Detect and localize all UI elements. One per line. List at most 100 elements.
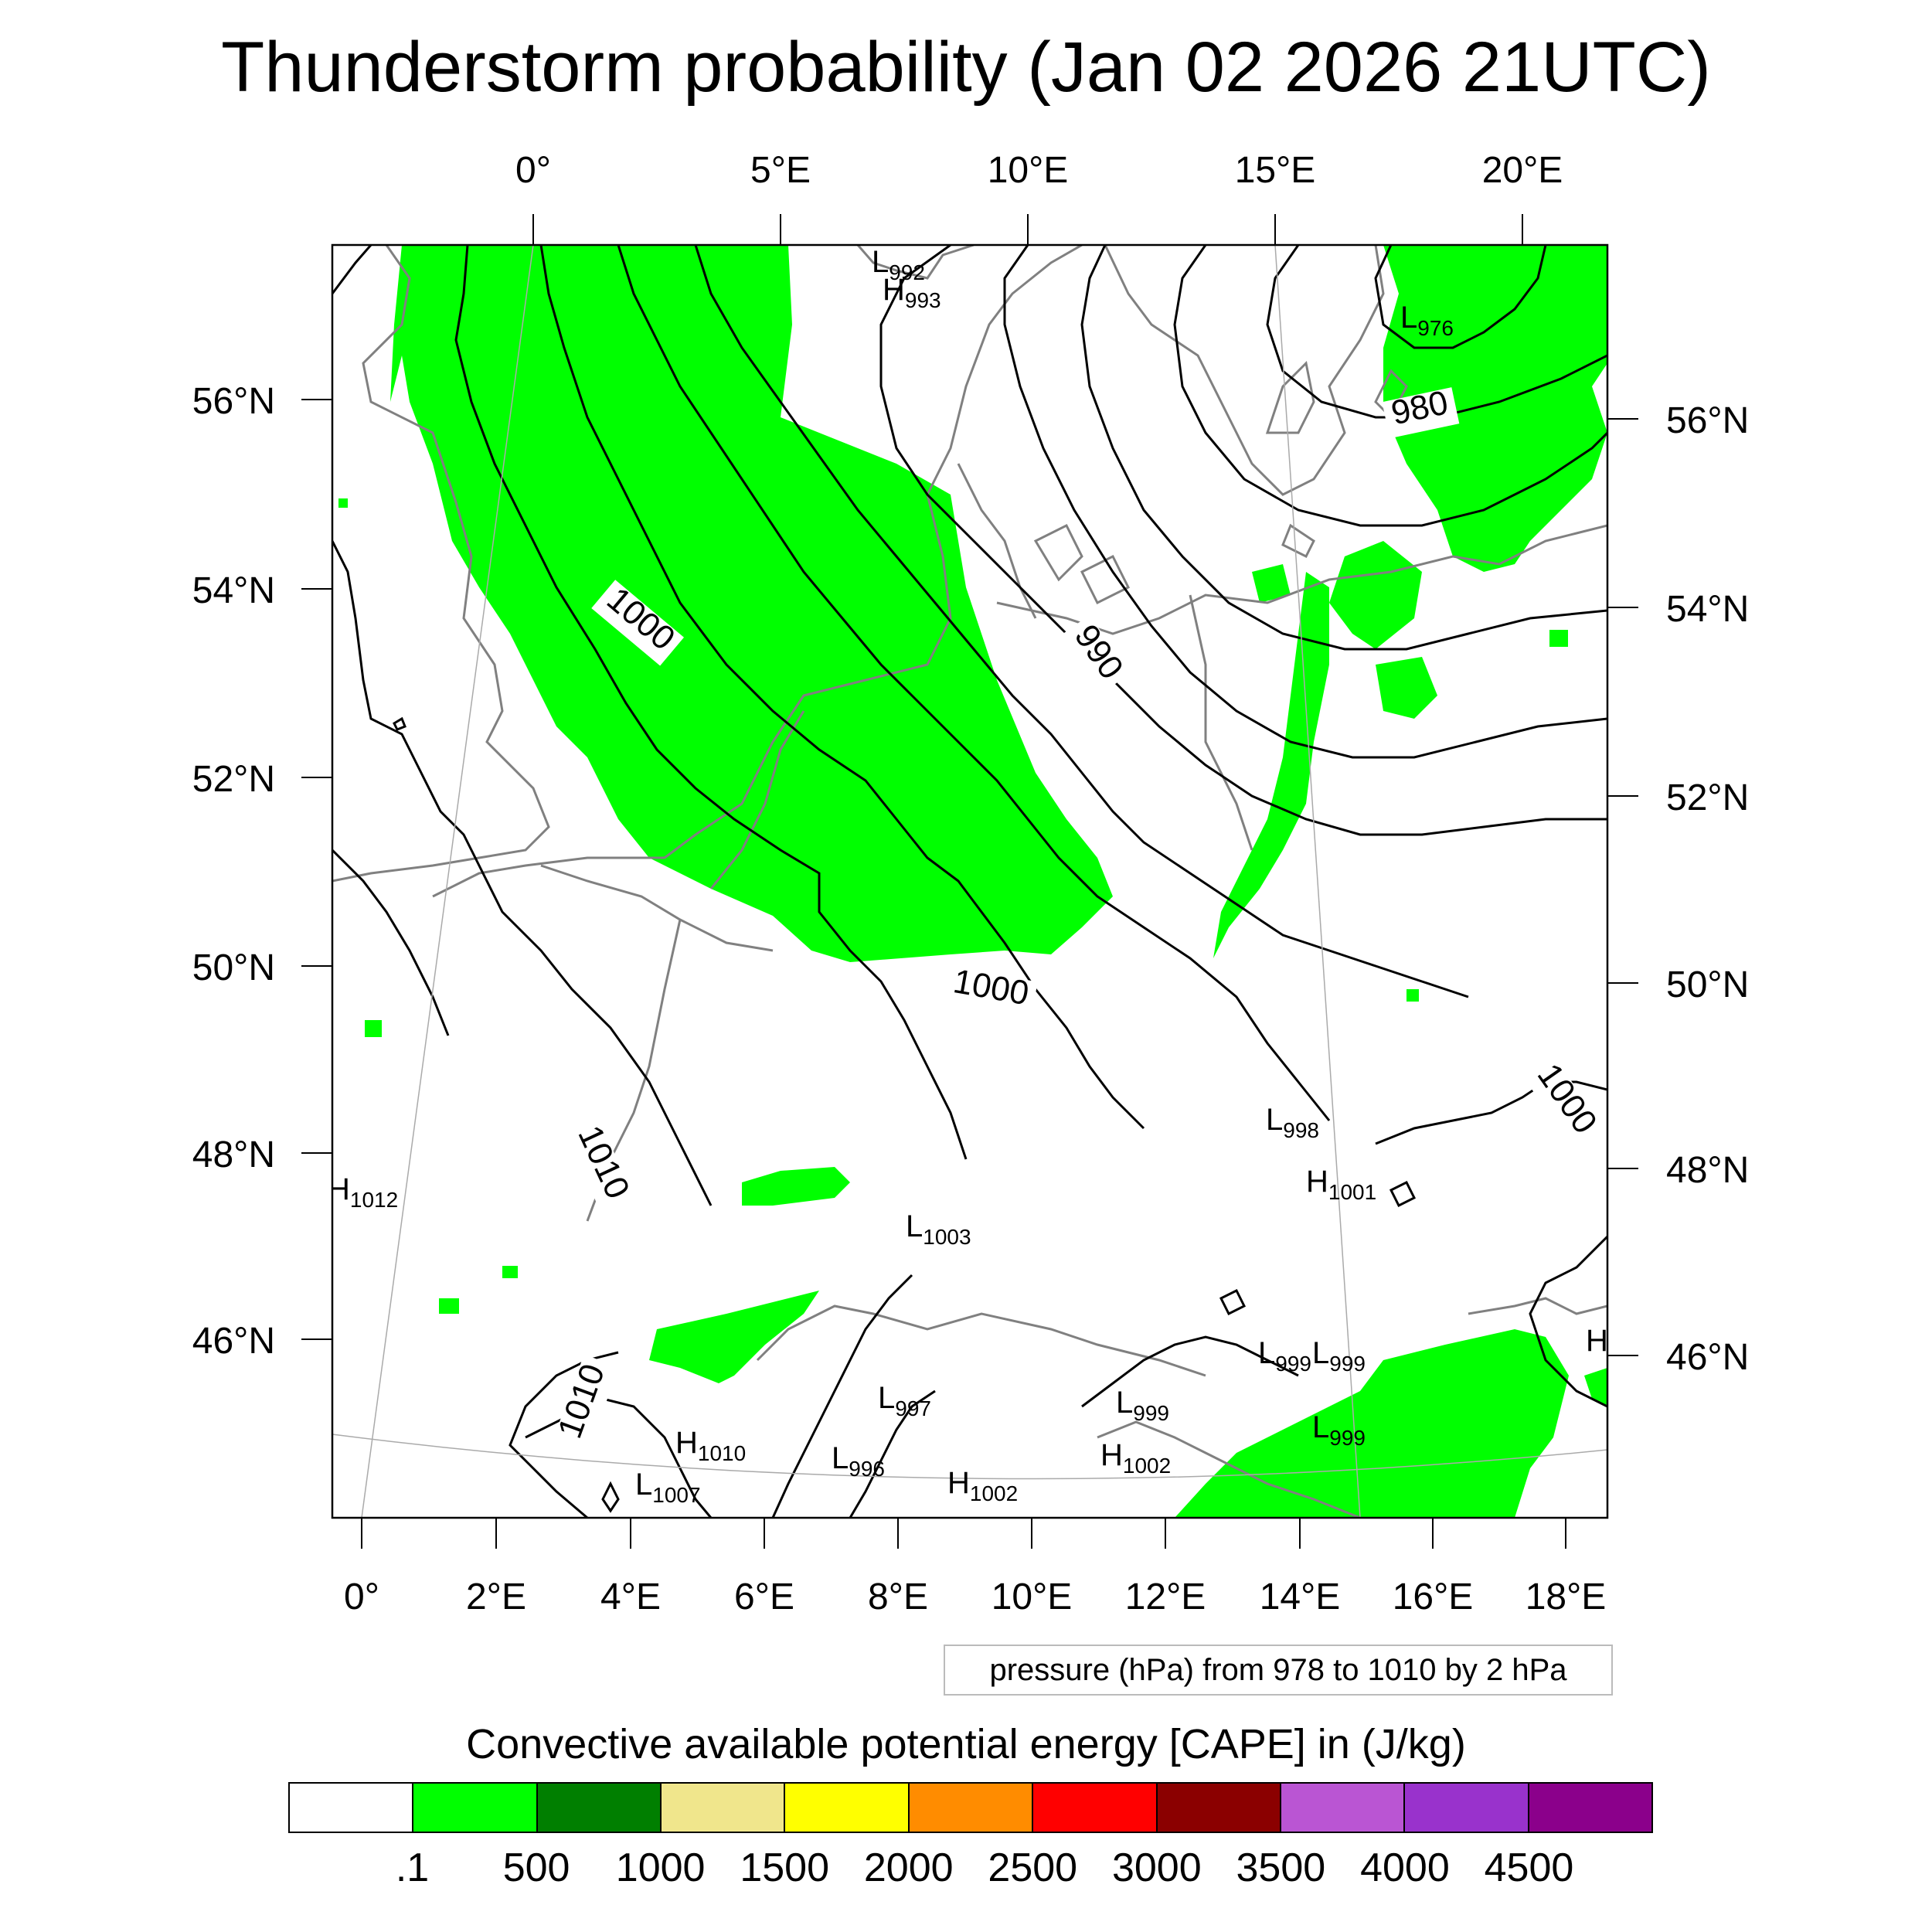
colorbar-swatch [1529, 1784, 1651, 1832]
colorbar-swatch [1157, 1784, 1281, 1832]
chart-title: Thunderstorm probability (Jan 02 2026 21… [221, 28, 1711, 107]
lon-label: 8°E [868, 1577, 928, 1617]
lon-label: 14°E [1260, 1577, 1341, 1617]
pressure-center-low: L999 [1258, 1336, 1311, 1376]
coastline-sweden [1104, 245, 1385, 496]
colorbar-swatch [413, 1784, 538, 1832]
isobar-loop-1 [1389, 1180, 1417, 1208]
lat-label: 46°N [1666, 1337, 1749, 1378]
isobar-w3 [332, 849, 450, 1036]
colorbar-swatch [1405, 1784, 1529, 1832]
border-east [1468, 1297, 1607, 1315]
colorbar-swatch [537, 1784, 662, 1832]
coastline-continent [432, 245, 1083, 898]
lon-label: 10°E [992, 1577, 1073, 1617]
meridian-15e [1274, 245, 1361, 1518]
lat-label: 50°N [192, 947, 275, 988]
colorbar-label: 4000 [1360, 1845, 1450, 1890]
pressure-center-low: L992 [872, 245, 925, 284]
lat-label: 54°N [192, 570, 275, 611]
cape-region-bavaria [742, 1167, 850, 1206]
isobar-980 [1266, 245, 1607, 419]
lon-label: 10°E [988, 150, 1069, 191]
isobar-997 [694, 245, 1469, 998]
bottom-longitude-labels: 0° 2°E 4°E 6°E 8°E 10°E 12°E 14°E 16°E 1… [344, 1577, 1606, 1617]
colorbar-title: Convective available potential energy [C… [466, 1721, 1466, 1767]
isobar-w2 [332, 540, 713, 1206]
cape-region-lithuania [1376, 657, 1437, 719]
lon-label: 0° [344, 1577, 379, 1617]
lon-label: 2°E [466, 1577, 526, 1617]
pressure-center-low: L999 [1312, 1410, 1366, 1450]
cape-region-germany-east [1213, 572, 1329, 958]
lat-label: 46°N [192, 1321, 275, 1362]
lon-label: 6°E [734, 1577, 794, 1617]
lat-label: 54°N [1666, 589, 1749, 630]
pressure-center-high: H [1586, 1324, 1608, 1358]
cape-region-small-1 [439, 1298, 459, 1314]
left-latitude-labels: 56°N 54°N 52°N 50°N 48°N 46°N [192, 381, 275, 1362]
pressure-center-low: L997 [878, 1381, 931, 1420]
isobar-w1 [332, 245, 372, 294]
colorbar-swatch [662, 1784, 786, 1832]
lon-label: 4°E [600, 1577, 661, 1617]
cape-region-small-2 [365, 1020, 382, 1037]
cape-region-baltic [1383, 245, 1607, 572]
pressure-center-low: L996 [832, 1441, 885, 1481]
border-france-belgium [540, 864, 774, 952]
lat-label: 56°N [192, 381, 275, 422]
pressure-center-high: H1001 [1306, 1165, 1376, 1204]
border-alps [756, 1304, 1206, 1377]
isobar-1010 [454, 245, 968, 1160]
pressure-center-low: L999 [1312, 1336, 1366, 1376]
lon-label: 12°E [1125, 1577, 1206, 1617]
lat-label: 50°N [1666, 964, 1749, 1005]
cape-region-north-sea [390, 245, 1113, 962]
map-frame [331, 243, 1609, 1519]
border-germany-poland [1189, 594, 1253, 851]
colorbar-swatch [1281, 1784, 1406, 1832]
lat-label: 56°N [1666, 400, 1749, 441]
isobar-990 [1003, 245, 1607, 759]
colorbar-label: 1500 [740, 1845, 830, 1890]
lon-label: 18°E [1526, 1577, 1607, 1617]
pressure-center-high: H1010 [675, 1426, 746, 1465]
pressure-center-low: L1007 [635, 1468, 701, 1507]
colorbar-swatch [290, 1784, 414, 1832]
coastline-denmark [957, 463, 1131, 619]
colorbar-swatch [909, 1784, 1034, 1832]
lat-label: 52°N [1666, 777, 1749, 818]
colorbar-label: 1000 [615, 1845, 706, 1890]
pressure-legend: pressure (hPa) from 978 to 1010 by 2 hPa [944, 1645, 1613, 1696]
cape-region-alps [649, 1291, 819, 1383]
lat-label: 52°N [192, 759, 275, 800]
isobar-loop-3 [1219, 1288, 1247, 1316]
colorbar-label: 2500 [988, 1845, 1078, 1890]
colorbar-label: 3500 [1236, 1845, 1326, 1890]
right-latitude-labels: 56°N 54°N 52°N 50°N 48°N 46°N [1666, 400, 1749, 1378]
cape-region-small-4 [1406, 989, 1419, 1002]
isobar-984 [1173, 245, 1607, 527]
top-longitude-labels: 0° 5°E 10°E 15°E 20°E [515, 150, 1563, 191]
coastline-norway [856, 245, 975, 280]
isobar-976 [1374, 245, 1547, 349]
lat-label: 48°N [192, 1134, 275, 1175]
cape-region-denmark-east [1252, 564, 1291, 603]
pressure-center-high: H993 [883, 273, 941, 312]
pressure-center-high: H1002 [947, 1466, 1018, 1505]
tick-marks [301, 214, 1638, 1549]
cape-region-small-6 [1549, 630, 1568, 647]
lon-label: 16°E [1393, 1577, 1474, 1617]
lon-label: 5°E [750, 150, 811, 191]
coastline-baltic-south [996, 524, 1607, 635]
isobar-south-2 [1081, 1335, 1299, 1408]
cape-region-poland [1329, 541, 1422, 649]
cape-region-small-3 [502, 1266, 518, 1278]
cape-region-hungary [1584, 1368, 1607, 1406]
pressure-center-low: L976 [1400, 301, 1454, 340]
map-plot-area: 1000 990 980 1000 1010 1010 [332, 245, 1608, 1518]
pressure-center-low: L1003 [906, 1209, 971, 1249]
colorbar-swatch [1033, 1784, 1158, 1832]
colorbar-label: 2000 [863, 1845, 954, 1890]
